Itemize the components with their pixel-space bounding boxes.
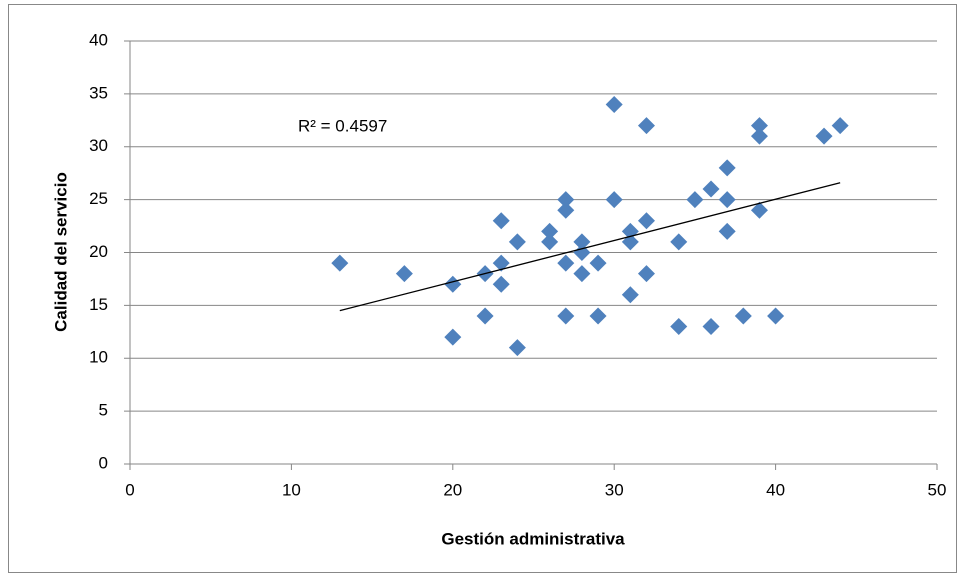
data-point (395, 265, 413, 283)
data-point (670, 233, 688, 251)
y-tick-label: 0 (99, 453, 108, 472)
data-point (492, 275, 510, 293)
data-point (750, 201, 768, 219)
r-squared-annotation: R² = 0.4597 (298, 116, 387, 135)
data-point (767, 307, 785, 325)
y-tick-label: 25 (89, 189, 108, 208)
data-point (541, 233, 559, 251)
x-tick-label: 30 (605, 480, 624, 499)
data-point (573, 233, 591, 251)
y-tick-label: 10 (89, 348, 108, 367)
data-point (444, 328, 462, 346)
y-tick-label: 15 (89, 295, 108, 314)
data-point (557, 254, 575, 272)
data-point (557, 191, 575, 209)
data-point (718, 159, 736, 177)
data-point (831, 117, 849, 135)
x-tick-label: 0 (125, 480, 134, 499)
data-point (541, 222, 559, 240)
data-point (508, 339, 526, 357)
data-point (605, 95, 623, 113)
y-tick-label: 20 (89, 242, 108, 261)
data-point (718, 191, 736, 209)
data-point (492, 254, 510, 272)
chart-frame (8, 4, 957, 573)
x-axis-label: Gestión administrativa (441, 529, 625, 548)
data-point (331, 254, 349, 272)
data-point (637, 117, 655, 135)
x-tick-label: 20 (443, 480, 462, 499)
data-point (589, 254, 607, 272)
data-point (637, 212, 655, 230)
data-point (589, 307, 607, 325)
trendline (339, 182, 841, 312)
data-point (750, 127, 768, 145)
x-tick-label: 50 (928, 480, 947, 499)
data-point (702, 318, 720, 336)
data-point (621, 286, 639, 304)
data-point (508, 233, 526, 251)
y-tick-label: 40 (89, 30, 108, 49)
data-point (686, 191, 704, 209)
data-point (557, 201, 575, 219)
y-tick-label: 30 (89, 136, 108, 155)
y-tick-label: 5 (99, 401, 108, 420)
data-point (573, 265, 591, 283)
data-point (605, 191, 623, 209)
data-point (637, 265, 655, 283)
data-point (750, 117, 768, 135)
data-point (815, 127, 833, 145)
y-axis-label: Calidad del servicio (51, 172, 70, 332)
data-point (492, 212, 510, 230)
x-tick-label: 10 (282, 480, 301, 499)
data-point (476, 307, 494, 325)
data-point (702, 180, 720, 198)
data-point (734, 307, 752, 325)
data-point (718, 222, 736, 240)
data-point (557, 307, 575, 325)
x-tick-label: 40 (766, 480, 785, 499)
y-tick-label: 35 (89, 83, 108, 102)
data-point (670, 318, 688, 336)
data-point (444, 275, 462, 293)
